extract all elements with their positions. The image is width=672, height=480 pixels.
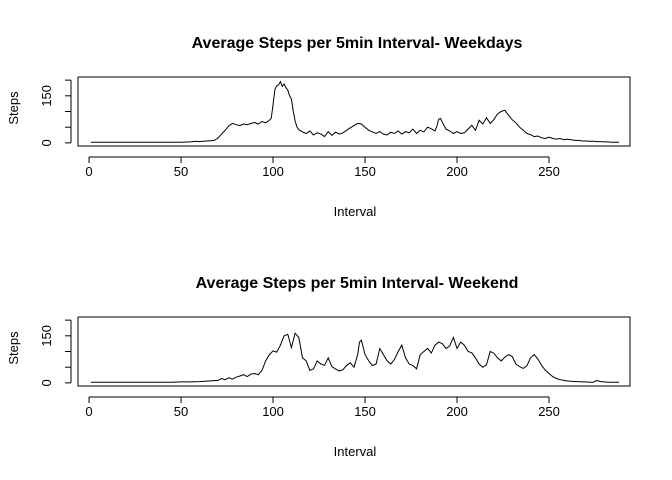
plot-frame	[77, 316, 631, 387]
x-axis-label: Interval	[334, 204, 377, 219]
series-line	[90, 332, 619, 383]
x-axis-label: Interval	[334, 444, 377, 459]
chart-title: Average Steps per 5min Interval- Weekday…	[192, 35, 523, 52]
x-tick-label: 50	[174, 164, 188, 179]
y-axis-label: Steps	[6, 331, 21, 365]
x-tick-label: 0	[85, 404, 92, 419]
chart-weekend: Average Steps per 5min Interval- Weekend…	[6, 275, 631, 459]
x-tick-label: 150	[354, 404, 376, 419]
plot-frame	[77, 76, 631, 147]
y-tick-label: 150	[39, 325, 54, 347]
y-axis-label: Steps	[6, 91, 21, 125]
x-tick-label: 250	[538, 404, 560, 419]
x-tick-label: 100	[262, 164, 284, 179]
x-tick-label: 0	[85, 164, 92, 179]
x-tick-label: 150	[354, 164, 376, 179]
y-tick-label: 150	[39, 85, 54, 107]
series-line	[90, 80, 619, 143]
chart-weekdays: Average Steps per 5min Interval- Weekday…	[6, 35, 631, 219]
x-tick-label: 100	[262, 404, 284, 419]
chart-title: Average Steps per 5min Interval- Weekend	[196, 275, 519, 292]
y-tick-label: 0	[39, 139, 54, 146]
x-tick-label: 250	[538, 164, 560, 179]
x-tick-label: 200	[446, 404, 468, 419]
x-tick-label: 50	[174, 404, 188, 419]
x-tick-label: 200	[446, 164, 468, 179]
y-tick-label: 0	[39, 379, 54, 386]
